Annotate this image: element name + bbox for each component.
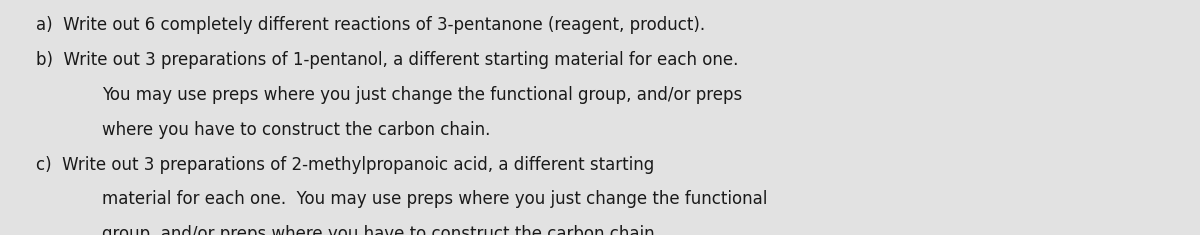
Text: a)  Write out 6 completely different reactions of 3-pentanone (reagent, product): a) Write out 6 completely different reac… bbox=[36, 16, 706, 35]
Text: b)  Write out 3 preparations of 1-pentanol, a different starting material for ea: b) Write out 3 preparations of 1-pentano… bbox=[36, 51, 738, 69]
Text: You may use preps where you just change the functional group, and/or preps: You may use preps where you just change … bbox=[102, 86, 743, 104]
Text: group, and/or preps where you have to construct the carbon chain.: group, and/or preps where you have to co… bbox=[102, 225, 660, 235]
Text: where you have to construct the carbon chain.: where you have to construct the carbon c… bbox=[102, 121, 491, 139]
Text: c)  Write out 3 preparations of 2-methylpropanoic acid, a different starting: c) Write out 3 preparations of 2-methylp… bbox=[36, 156, 654, 174]
Text: material for each one.  You may use preps where you just change the functional: material for each one. You may use preps… bbox=[102, 190, 767, 208]
